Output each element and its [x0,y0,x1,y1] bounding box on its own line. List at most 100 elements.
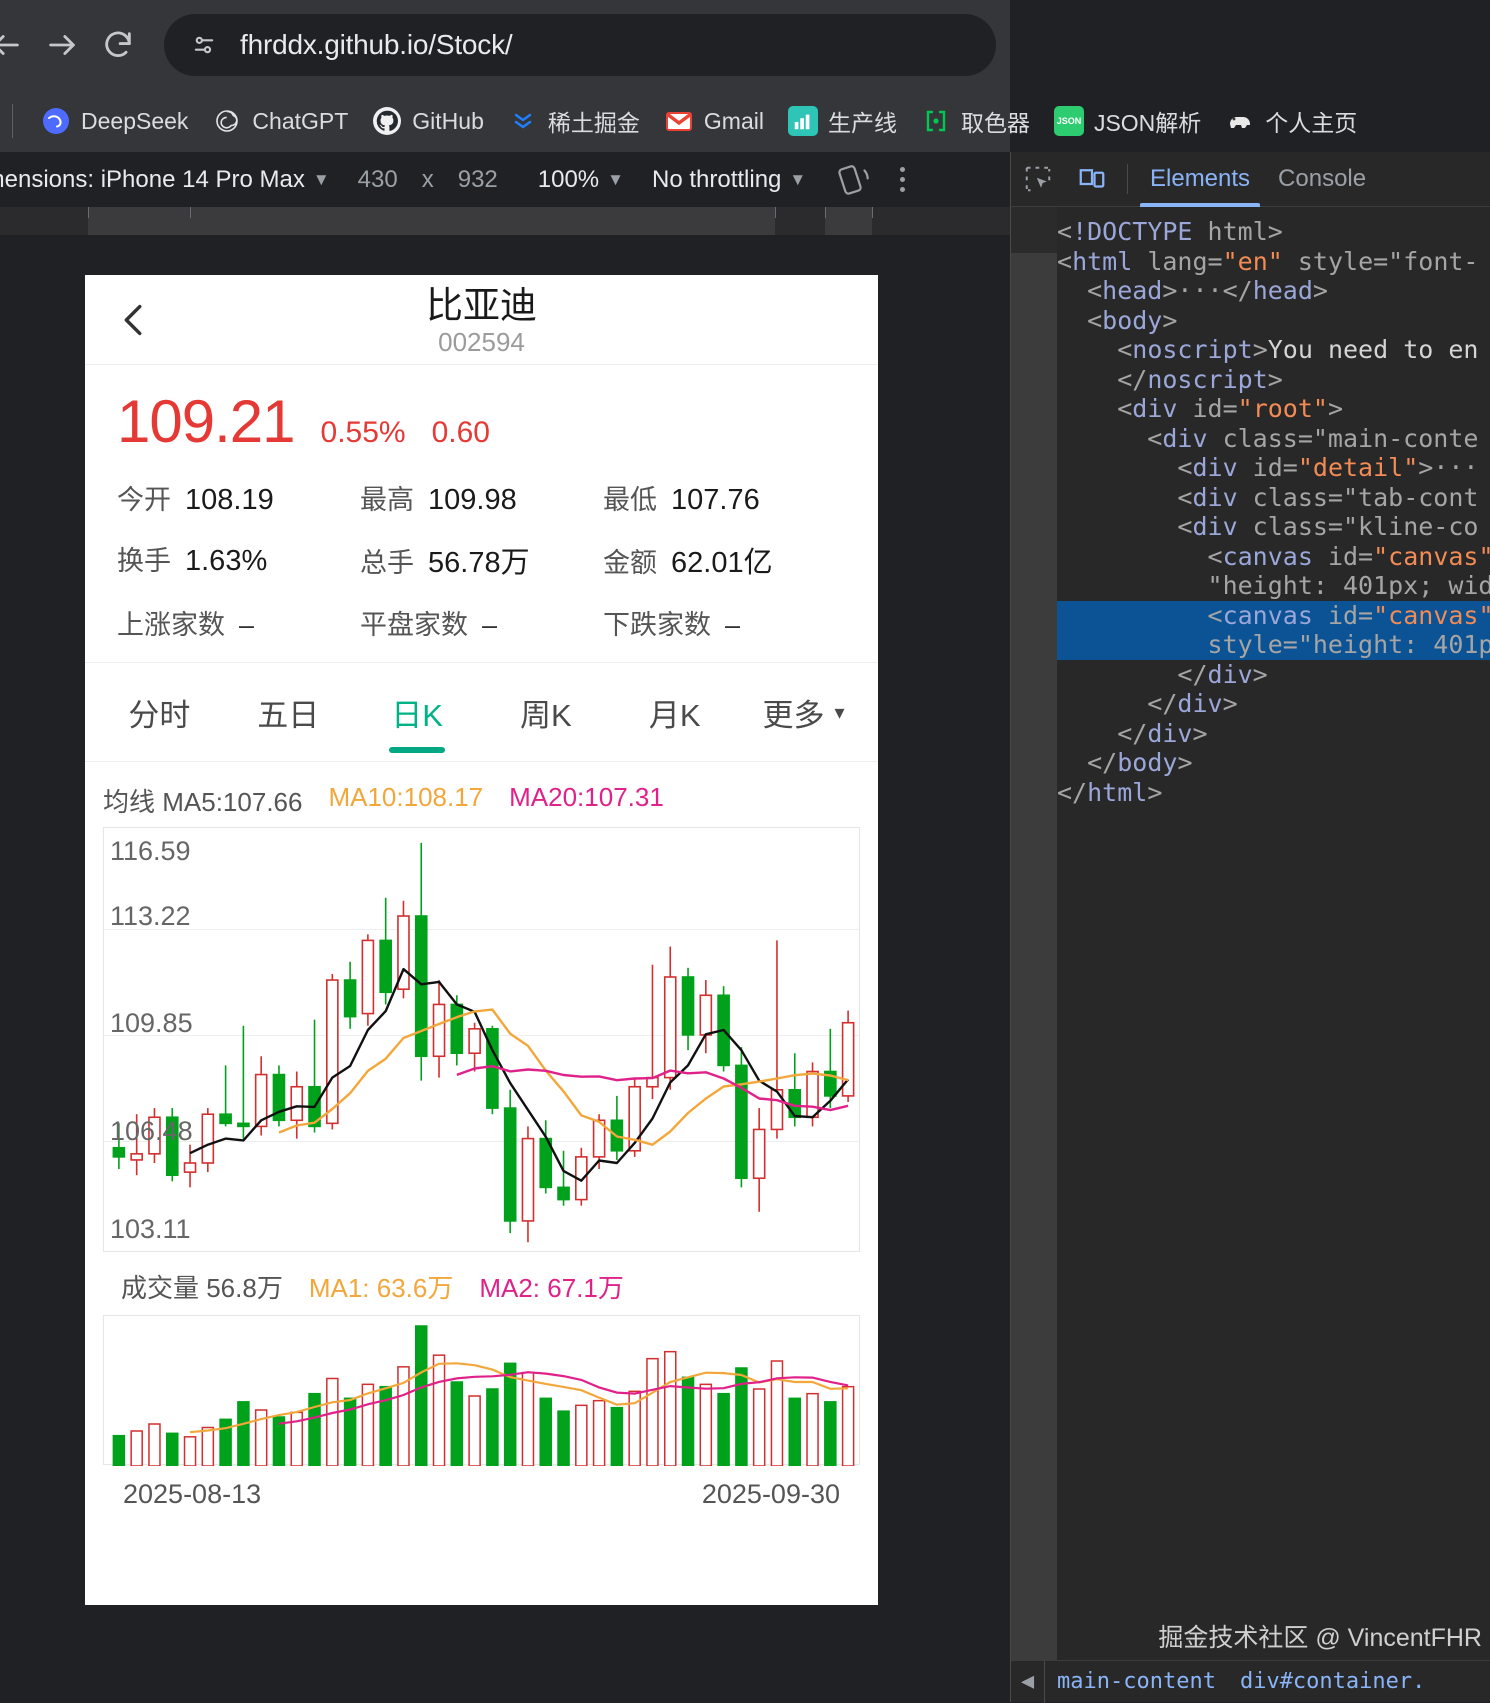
stock-code: 002594 [438,326,525,357]
tab-elements[interactable]: Elements [1136,152,1264,207]
bookmark-deepseek[interactable]: DeepSeek [29,106,200,136]
dom-line[interactable]: <canvas id="canvas" [1057,541,1490,571]
bookmark-label: 生产线 [827,110,897,136]
y-tick-0: 116.59 [110,836,191,866]
site-settings-icon[interactable] [184,25,224,65]
throttling-label: No throttling [651,165,782,193]
dom-breadcrumb: ◀ main-content div#container. [1011,1660,1490,1703]
x-end-date: 2025-09-30 [701,1479,840,1509]
x-start-date: 2025-08-13 [123,1479,262,1509]
volume-plot [112,1325,855,1466]
volume-canvas[interactable] [103,1315,860,1466]
stat-label: 今开 [117,485,171,515]
dom-line[interactable]: </div> [1057,659,1268,689]
kline-canvas[interactable]: 116.59 113.22 109.85 106.48 103.11 [103,827,860,1252]
reload-icon[interactable] [90,17,146,73]
breadcrumb-item-container[interactable]: div#container. [1239,1669,1426,1694]
url-text: fhrddx.github.io/Stock/ [240,29,513,60]
kebab-menu-icon[interactable] [900,167,906,192]
tab-monthly-k[interactable]: 月K [610,663,739,761]
deepseek-icon [41,106,71,136]
tab-console[interactable]: Console [1278,165,1367,192]
bookmark-production-line[interactable]: 生产线 [776,104,909,138]
forward-arrow-icon[interactable] [34,17,90,73]
bookmarks-bar: DeepSeek ChatGPT GitHub 稀土掘金 Gmail [0,90,1357,152]
tab-label: 五日 [257,697,320,733]
address-bar[interactable]: fhrddx.github.io/Stock/ [164,14,996,76]
dom-line[interactable]: <div class="tab-cont [1057,482,1479,512]
viewport-width-input[interactable]: 430 [357,165,398,193]
dom-line[interactable]: <div id="root"> [1057,394,1344,423]
stat-label: 上涨家数 [117,610,225,640]
change-value: 0.60 [431,416,490,449]
stat-advancers: 上涨家数 – [117,603,360,642]
dom-line[interactable]: </div> [1057,718,1208,748]
app-header: 比亚迪 002594 [85,275,878,365]
bookmark-label: 取色器 [960,110,1030,136]
stats-grid: 今开 108.19 最高 109.98 最低 107.76 [117,478,846,642]
zoom-level-label: 100% [537,165,600,193]
stat-value: 1.63% [185,545,268,577]
tabbar-separator [1127,164,1128,194]
dom-line[interactable]: </div> [1057,689,1238,718]
bookmark-github[interactable]: GitHub [360,106,496,136]
line-badge: ••• [1057,601,1060,627]
dom-line[interactable]: "height: 401px; wid [1057,571,1490,600]
dom-line[interactable]: <div class="kline-co [1057,512,1479,541]
bookmark-gmail[interactable]: Gmail [652,106,776,136]
rotate-icon[interactable] [836,161,874,199]
dom-line[interactable]: <div class="main-conte [1057,423,1479,453]
back-arrow-icon[interactable] [0,17,34,73]
dom-line[interactable]: </html> [1057,777,1163,807]
throttling-selector[interactable]: No throttling ▼ [634,166,816,194]
dom-line[interactable]: <div id="detail">··· [1057,453,1479,482]
dom-line[interactable]: <canvas id="canvas"••• [1057,600,1490,630]
bookmark-label: Gmail [703,107,764,134]
tab-fenshi[interactable]: 分时 [95,663,224,761]
viewport-height-input[interactable]: 932 [457,165,498,193]
device-emulation-toolbar: Dimensions: iPhone 14 Pro Max ▼ 430 x 93… [0,152,1010,207]
dimension-separator: x [421,165,434,193]
y-tick-4: 103.11 [110,1214,191,1244]
y-tick-1: 113.22 [110,901,191,931]
breadcrumb-scroll-left-icon[interactable]: ◀ [1011,1660,1045,1703]
zoom-selector[interactable]: 100% ▼ [516,166,634,194]
chevron-down-icon[interactable]: ▼ [789,169,807,189]
tab-wuri[interactable]: 五日 [224,663,353,761]
dom-line[interactable]: <body> [1057,305,1178,335]
dom-line[interactable]: <noscript>You need to en [1057,335,1479,364]
bookmark-json-parser[interactable]: JSON JSON解析 [1042,104,1213,138]
stat-value: 56.78万 [428,547,530,579]
bookmark-label: 稀土掘金 [547,110,640,136]
chevron-down-icon: ▾ [834,701,845,724]
dom-line[interactable]: style="height: 401p [1057,630,1490,660]
dom-line[interactable]: <html lang="en" style="font- [1057,246,1479,276]
bookmark-chatgpt[interactable]: ChatGPT [200,106,360,136]
tab-label: 周K [520,697,572,733]
dom-line[interactable]: </body> [1057,748,1193,777]
dom-tree[interactable]: <!DOCTYPE html> <html lang="en" style="fo… [1057,207,1490,1702]
stat-unchanged: 平盘家数 – [360,603,603,642]
device-toggle-icon[interactable] [1065,152,1119,207]
tab-daily-k[interactable]: 日K [353,663,482,761]
stat-open: 今开 108.19 [117,478,360,517]
bookmark-juejin[interactable]: 稀土掘金 [496,104,652,138]
dom-line[interactable]: <!DOCTYPE html> [1057,217,1283,246]
current-price: 109.21 [117,388,296,455]
tab-more[interactable]: 更多 ▾ [739,663,868,761]
breadcrumb-item-main-content[interactable]: main-content [1057,1669,1216,1694]
tab-weekly-k[interactable]: 周K [481,663,610,761]
y-tick-2: 109.85 [110,1008,193,1038]
chevron-down-icon[interactable]: ▼ [607,169,624,189]
bookmark-personal-home[interactable]: 个人主页 [1213,104,1369,138]
chevron-down-icon[interactable]: ▼ [312,169,330,189]
inspect-element-icon[interactable] [1011,152,1065,207]
dom-line[interactable]: <head>···</head> [1057,276,1328,305]
dom-line[interactable]: </noscript> [1057,364,1283,394]
stat-label: 换手 [117,546,171,576]
back-chevron-icon[interactable] [111,297,157,343]
viewport-ruler [0,207,1010,235]
device-selector[interactable]: Dimensions: iPhone 14 Pro Max ▼ [0,166,340,194]
bookmark-color-picker[interactable]: 取色器 [909,104,1042,138]
tab-label: 日K [391,697,443,733]
